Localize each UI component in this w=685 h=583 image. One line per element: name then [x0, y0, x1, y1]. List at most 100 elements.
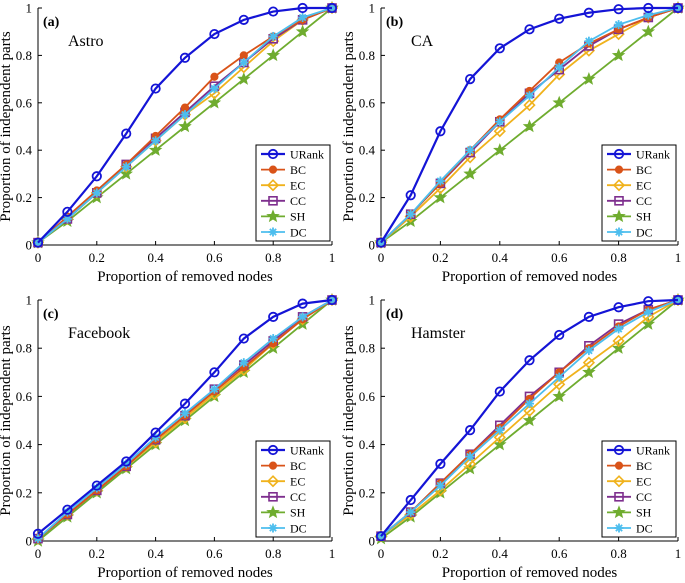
data-point-sh — [119, 166, 133, 180]
panel-tag: (a) — [43, 15, 60, 30]
dataset-title: Astro — [68, 33, 104, 50]
data-point-sh — [148, 143, 163, 156]
data-point-urank — [326, 2, 338, 14]
data-point-dc — [614, 20, 624, 30]
legend-label: CC — [636, 194, 652, 208]
y-tick-label: 1 — [369, 1, 376, 16]
legend-entry-cc: CC — [261, 194, 306, 208]
x-tick-label: 0.2 — [89, 546, 105, 561]
y-tick-label: 0 — [26, 534, 33, 549]
data-point-urank — [179, 398, 191, 409]
legend-marker — [612, 505, 626, 519]
chart-panel-astro: 0 0.2 0.4 0.6 0.8 1 0 0.2 0.4 0.6 0.8 1 Proportion o… — [0, 1, 339, 285]
series-line-urank — [37, 6, 332, 244]
data-point-sh — [611, 341, 626, 354]
y-tick-label: 0.4 — [359, 437, 376, 452]
y-tick-label: 0.8 — [16, 48, 32, 63]
legend-label: SH — [290, 210, 306, 224]
y-tick-label: 0 — [369, 534, 376, 549]
legend-label: BC — [290, 459, 306, 473]
data-point-sh — [493, 143, 507, 156]
data-point-urank — [464, 425, 476, 436]
data-point-urank — [554, 329, 565, 341]
data-point-urank — [32, 528, 44, 539]
data-point-urank — [121, 456, 132, 467]
x-axis-title: Proportion of removed nodes — [97, 269, 273, 285]
legend-marker — [614, 523, 624, 533]
data-point-sh — [582, 365, 596, 379]
legend-entry-bc: BC — [261, 163, 306, 177]
data-point-dc — [465, 145, 475, 155]
series-line-ec — [380, 7, 679, 244]
legend-entry-dc: DC — [261, 225, 307, 239]
chart-panel-facebook: 0 0.2 0.4 0.6 0.8 1 0 0.2 0.4 0.6 0.8 1 Proportion o… — [0, 293, 339, 581]
data-point-urank — [121, 128, 132, 139]
data-point-dc — [584, 36, 594, 46]
x-tick-label: 1 — [675, 250, 682, 265]
x-tick-label: 0 — [35, 546, 42, 561]
legend-entry-bc: BC — [261, 459, 306, 473]
y-tick-label: 0.8 — [359, 48, 375, 63]
legend-marker — [612, 179, 626, 192]
panel-tag: (d) — [386, 307, 403, 322]
y-axis-title: Proportion of independent parts — [341, 325, 357, 516]
legend-entry-urank: URank — [261, 147, 324, 161]
legend-entry-urank: URank — [607, 147, 670, 161]
data-point-dc — [525, 399, 534, 409]
legend-label: CC — [290, 490, 306, 504]
y-tick-label: 0.4 — [359, 143, 376, 158]
legend-marker — [268, 196, 278, 206]
data-point-urank — [583, 7, 595, 18]
y-tick-label: 0.2 — [16, 485, 32, 500]
series-dc — [376, 295, 683, 541]
legend-entry-ec: EC — [261, 475, 305, 489]
legend-marker — [266, 179, 280, 192]
data-point-dc — [209, 84, 219, 94]
data-point-dc — [465, 452, 475, 462]
series-urank — [375, 294, 684, 542]
data-point-urank — [32, 237, 44, 248]
data-point-dc — [406, 507, 416, 517]
x-tick-label: 0.4 — [147, 250, 164, 265]
series-line-urank — [380, 298, 679, 537]
legend-marker — [266, 209, 280, 223]
y-tick-label: 0 — [369, 238, 376, 253]
data-point-urank — [643, 296, 654, 307]
data-point-urank — [150, 83, 161, 94]
series-urank — [32, 294, 338, 539]
data-point-dc — [151, 136, 161, 146]
legend-marker — [266, 505, 280, 519]
legend-label: BC — [290, 163, 306, 177]
data-point-dc — [495, 117, 505, 127]
data-point-dc — [268, 31, 278, 41]
legend-marker — [268, 227, 278, 237]
data-point-urank — [209, 367, 220, 378]
x-tick-label: 0.6 — [206, 546, 223, 561]
legend-label: DC — [290, 225, 307, 239]
x-tick-label: 0.8 — [265, 250, 281, 265]
legend-marker — [614, 461, 624, 470]
x-tick-label: 1 — [675, 546, 682, 561]
data-point-dc — [435, 176, 445, 186]
legend-entry-urank: URank — [261, 443, 324, 457]
legend-marker — [612, 209, 626, 223]
data-point-sh — [552, 95, 566, 109]
data-point-sh — [295, 24, 310, 38]
legend-box — [255, 440, 331, 538]
data-point-urank — [268, 311, 279, 322]
data-point-urank — [405, 494, 416, 506]
legend-label: BC — [636, 459, 652, 473]
legend-entry-ec: EC — [607, 475, 651, 489]
data-point-urank — [494, 43, 505, 54]
legend-entry-sh: SH — [607, 209, 652, 224]
data-point-urank — [583, 311, 595, 322]
y-tick-label: 0.4 — [16, 143, 33, 158]
legend-label: SH — [290, 506, 306, 520]
legend-label: DC — [636, 225, 653, 239]
y-tick-label: 0.2 — [359, 190, 375, 205]
data-point-urank — [464, 74, 476, 85]
data-point-ec — [493, 431, 506, 444]
dataset-title: Hamster — [411, 325, 466, 342]
